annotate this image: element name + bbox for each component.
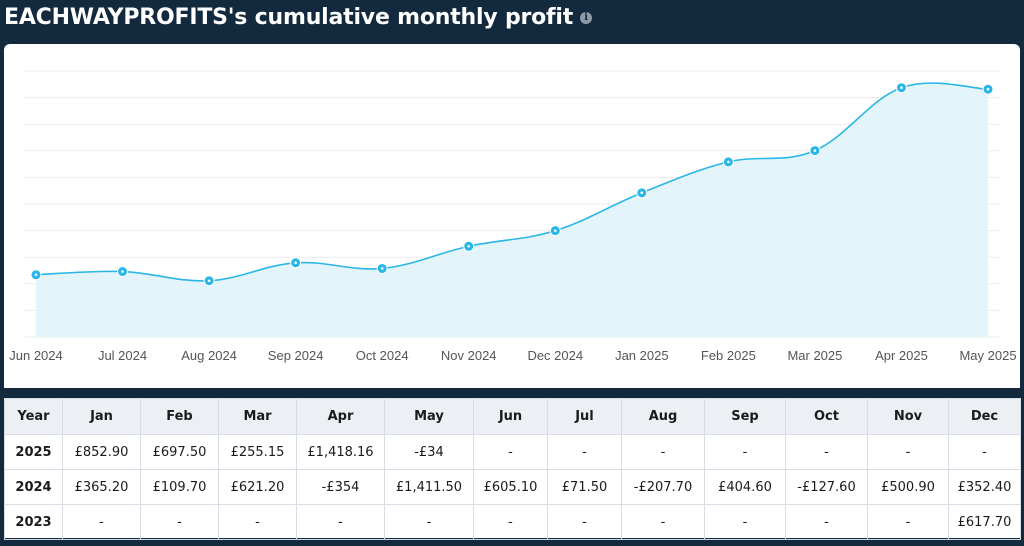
profit-cell: -: [547, 504, 622, 540]
year-cell: 2023: [4, 504, 63, 540]
profit-cell: £852.90: [62, 434, 141, 470]
data-point-center: [900, 86, 903, 90]
data-point-center: [380, 267, 384, 270]
profit-cell: -£354: [296, 469, 385, 505]
data-point-center: [813, 149, 817, 152]
table-row: 2025 £852.90 £697.50 £255.15 £1,418.16 -£34- -…: [4, 434, 1021, 470]
profit-cell: -: [704, 434, 786, 470]
data-point-center: [34, 273, 38, 277]
profit-cell: £621.20: [218, 469, 297, 505]
data-point-center: [986, 87, 990, 91]
column-header-sep: Sep: [704, 398, 786, 435]
profit-cell: £71.50: [547, 469, 622, 505]
profit-cell: £109.70: [140, 469, 219, 505]
column-header-year: Year: [4, 398, 63, 435]
profit-cell: £365.20: [62, 469, 141, 505]
x-tick-label: Jan 2025: [615, 348, 669, 363]
profit-cell: -: [384, 504, 474, 540]
profit-cell: -: [296, 504, 385, 540]
table-row: 2023- - - - - - - - - - - £617.70: [4, 504, 1021, 540]
monthly-profit-table: Year Jan Feb Mar Apr May Jun Jul Aug Sep Oct Nov Dec…: [4, 398, 1021, 540]
year-cell: 2025: [4, 434, 63, 470]
profit-cell: -: [62, 504, 141, 540]
data-point-center: [467, 244, 471, 248]
series-line: [35, 82, 989, 282]
profit-cell: -: [473, 434, 548, 470]
x-tick-label: Feb 2025: [701, 348, 756, 363]
x-tick-label: Apr 2025: [875, 348, 928, 363]
profit-cell: -: [867, 504, 949, 540]
column-header-feb: Feb: [140, 398, 219, 435]
data-point-center: [727, 160, 730, 164]
column-header-dec: Dec: [948, 398, 1021, 435]
cumulative-profit-chart: Jun 2024 Jul 2024 Aug 2024 Sep 2024 Oct 2024…: [9, 70, 1017, 363]
profit-cell: £404.60: [704, 469, 786, 505]
profit-cell: -: [948, 434, 1021, 470]
column-header-jul: Jul: [547, 398, 622, 435]
profit-cell: -: [140, 504, 219, 540]
profit-cell: -: [785, 504, 868, 540]
year-cell: 2024: [4, 469, 63, 505]
page-title: EACHWAYPROFITS's cumulative monthly prof…: [4, 4, 574, 30]
profit-cell: £255.15: [218, 434, 297, 470]
x-tick-label: Jun 2024: [9, 348, 63, 363]
area-fill: [36, 83, 988, 337]
column-header-aug: Aug: [621, 398, 705, 435]
profit-cell: -: [704, 504, 786, 540]
column-header-jan: Jan: [62, 398, 141, 435]
x-tick-label: Aug 2024: [181, 348, 237, 363]
x-tick-label: May 2025: [959, 348, 1016, 363]
x-tick-label: Oct 2024: [356, 348, 409, 363]
profit-cell: -: [621, 434, 705, 470]
data-point-center: [553, 229, 557, 232]
table-header-row: Year Jan Feb Mar Apr May Jun Jul Aug Sep Oct Nov Dec: [4, 398, 1021, 435]
profit-cell: -: [473, 504, 548, 540]
monthly-profit-table-container: Year Jan Feb Mar Apr May Jun Jul Aug Sep Oct Nov Dec…: [4, 398, 1021, 540]
data-point-center: [294, 261, 297, 265]
profit-cell: -£127.60: [785, 469, 868, 505]
x-tick-label: Jul 2024: [98, 348, 147, 363]
profit-cell: -£207.70: [621, 469, 705, 505]
data-point-center: [640, 191, 644, 195]
profit-cell: -: [218, 504, 297, 540]
profit-cell: -: [621, 504, 705, 540]
profit-cell: -£34: [384, 434, 474, 470]
column-header-oct: Oct: [785, 398, 868, 435]
column-header-mar: Mar: [218, 398, 297, 435]
column-header-nov: Nov: [867, 398, 949, 435]
data-point-center: [207, 279, 211, 283]
x-tick-label: Mar 2025: [787, 348, 842, 363]
data-point-center: [121, 270, 124, 273]
profit-cell: -: [547, 434, 622, 470]
profit-cell: £697.50: [140, 434, 219, 470]
chart-card: Jun 2024 Jul 2024 Aug 2024 Sep 2024 Oct 2024…: [4, 44, 1020, 388]
profit-cell: £1,418.16: [296, 434, 385, 470]
info-icon[interactable]: i: [580, 12, 593, 24]
profit-cell: -: [785, 434, 868, 470]
table-row: 2024 £365.20 £109.70 £621.20 -£354 £1,411.50 £…: [4, 469, 1021, 505]
title-bar: EACHWAYPROFITS's cumulative monthly prof…: [4, 2, 593, 32]
profit-cell: £605.10: [473, 469, 548, 505]
x-tick-label: Nov 2024: [441, 348, 497, 363]
x-tick-label: Dec 2024: [527, 348, 583, 363]
column-header-jun: Jun: [473, 398, 548, 435]
profit-cell: £617.70: [948, 504, 1021, 540]
profit-cell: £500.90: [867, 469, 949, 505]
profit-cell: £1,411.50: [384, 469, 474, 505]
profit-cell: £352.40: [948, 469, 1021, 505]
column-header-apr: Apr: [296, 398, 385, 435]
x-tick-label: Sep 2024: [268, 348, 324, 363]
profit-cell: -: [867, 434, 949, 470]
column-header-may: May: [384, 398, 474, 435]
